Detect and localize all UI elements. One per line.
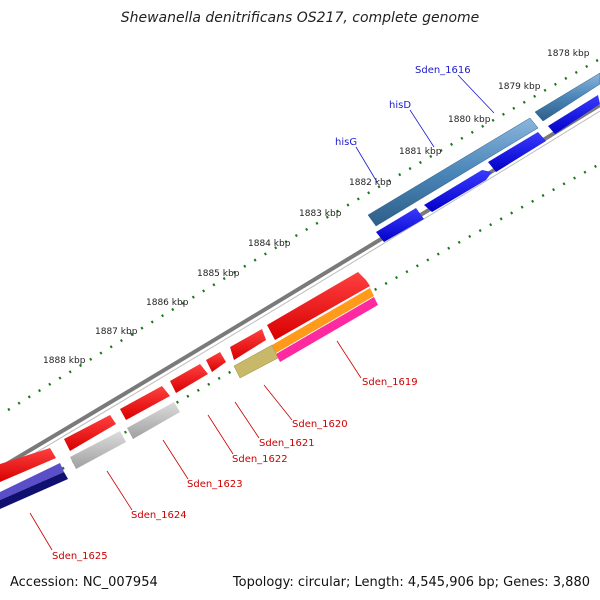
- tick-label: 1886 kbp: [146, 298, 189, 308]
- gene-feature[interactable]: [367, 117, 539, 227]
- red-gene-labels: Sden_1619 Sden_1620 Sden_1621 Sden_1622 …: [29, 340, 418, 562]
- cds-feature[interactable]: [424, 170, 492, 212]
- cds-feature[interactable]: [548, 95, 600, 134]
- gene-label[interactable]: Sden_1620: [292, 419, 348, 430]
- tick-label: 1878 kbp: [547, 49, 590, 59]
- gene-feature[interactable]: [70, 431, 126, 469]
- gene-feature[interactable]: [0, 463, 64, 500]
- gene-row-blue: [376, 95, 600, 242]
- blue-gene-labels: Sden_1616 hisD hisG: [335, 65, 495, 183]
- map-title: Shewanella denitrificans OS217, complete…: [120, 10, 480, 26]
- gene-label[interactable]: hisG: [335, 137, 357, 148]
- gene-label[interactable]: Sden_1624: [131, 510, 187, 521]
- genome-stats-text: Topology: circular; Length: 4,545,906 bp…: [232, 575, 590, 590]
- tick-label: 1881 kbp: [399, 147, 442, 157]
- accession-text: Accession: NC_007954: [10, 575, 158, 590]
- cds-feature[interactable]: [267, 272, 370, 340]
- gene-label[interactable]: hisD: [389, 100, 411, 111]
- cds-feature[interactable]: [120, 386, 170, 420]
- tick-label: 1879 kbp: [498, 82, 541, 92]
- gene-feature[interactable]: [272, 288, 374, 353]
- cds-feature[interactable]: [376, 208, 424, 242]
- tick-label: 1884 kbp: [248, 239, 291, 249]
- gene-row-inner: [0, 288, 378, 509]
- gene-label[interactable]: Sden_1625: [52, 551, 108, 562]
- gene-row-steel: [367, 72, 600, 227]
- cds-feature[interactable]: [170, 364, 208, 393]
- cds-feature[interactable]: [206, 352, 226, 372]
- gene-label[interactable]: Sden_1623: [187, 479, 243, 490]
- cds-feature[interactable]: [64, 415, 116, 451]
- tick-label: 1880 kbp: [448, 115, 491, 125]
- gene-feature[interactable]: [127, 402, 180, 439]
- gene-label[interactable]: Sden_1619: [362, 377, 418, 388]
- gene-feature[interactable]: [534, 72, 600, 122]
- gene-label[interactable]: Sden_1622: [232, 454, 288, 465]
- gene-row-red: [0, 272, 370, 482]
- gene-label[interactable]: Sden_1621: [259, 438, 315, 449]
- gene-feature[interactable]: [0, 472, 68, 509]
- gene-label[interactable]: Sden_1616: [415, 65, 471, 76]
- cds-feature[interactable]: [0, 448, 56, 482]
- gene-feature[interactable]: [276, 297, 378, 362]
- cds-feature[interactable]: [230, 329, 266, 360]
- tick-label: 1885 kbp: [197, 269, 240, 279]
- outer-tick-ring: [7, 58, 599, 412]
- gene-feature[interactable]: [233, 344, 279, 379]
- tick-label: 1883 kbp: [299, 209, 342, 219]
- tick-label: 1888 kbp: [43, 356, 86, 366]
- tick-label: 1882 kbp: [349, 178, 392, 188]
- tick-label: 1887 kbp: [95, 327, 138, 337]
- tick-labels: 1878 kbp 1879 kbp 1880 kbp 1881 kbp 1882…: [43, 49, 590, 366]
- cds-feature[interactable]: [488, 132, 546, 172]
